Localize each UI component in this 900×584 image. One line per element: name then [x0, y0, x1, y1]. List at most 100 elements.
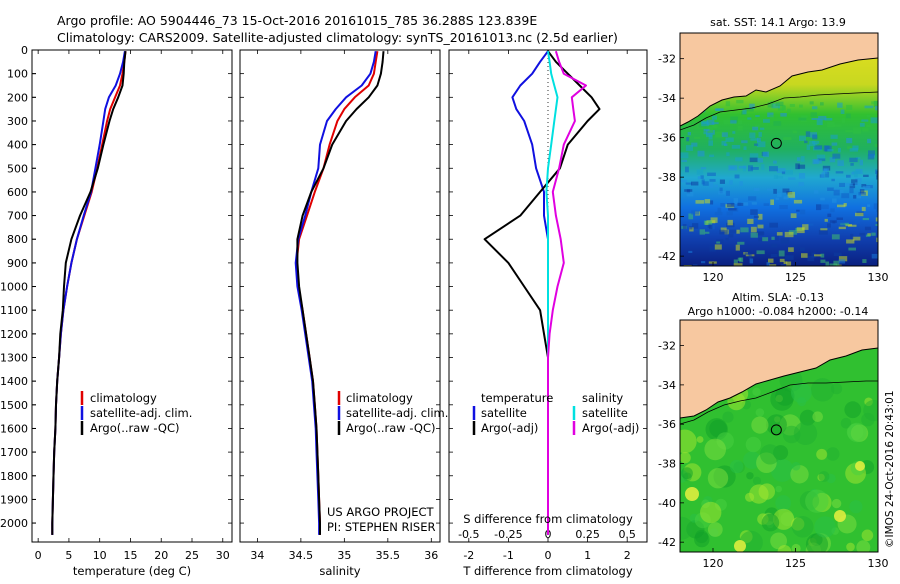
sst-texture-cell — [855, 157, 861, 160]
sst-texture-cell — [820, 102, 824, 106]
depth-tick-label: 600 — [7, 186, 28, 199]
x-tick-label: 2 — [624, 549, 631, 562]
argo-float-marker — [770, 137, 782, 149]
sst-texture-cell — [686, 191, 694, 197]
sst-texture-cell — [870, 117, 878, 124]
sst-texture-cell — [769, 222, 778, 228]
depth-tick-label: 1900 — [0, 493, 28, 506]
sst-texture-cell — [849, 157, 858, 163]
map-x-tick-label: 130 — [868, 271, 889, 284]
sst-texture-cell — [821, 204, 829, 210]
sst-texture-cell — [763, 119, 770, 123]
sst-texture-cell — [796, 227, 805, 234]
sst-texture-cell — [851, 179, 858, 185]
sst-texture-cell — [754, 143, 759, 146]
sst-texture-cell — [769, 114, 774, 119]
sst-texture-cell — [827, 121, 835, 128]
project-annotation: US ARGO PROJECT — [327, 505, 435, 519]
map-y-tick-label: -42 — [658, 250, 676, 263]
sst-texture-cell — [833, 252, 842, 256]
sst-texture-cell — [703, 220, 713, 225]
sst-texture-cell — [795, 163, 800, 170]
sst-texture-cell — [822, 168, 828, 174]
sst-texture-cell — [742, 109, 747, 115]
sst-texture-cell — [768, 258, 774, 263]
sst-texture-cell — [711, 122, 719, 125]
sst-texture-cell — [725, 237, 729, 241]
sst-texture-cell — [776, 232, 783, 236]
sla-texture-blob — [760, 444, 781, 465]
sst-texture-cell — [771, 236, 775, 240]
sst-texture-cell — [757, 157, 764, 163]
sla-texture-blob — [770, 532, 787, 550]
sst-texture-cell — [831, 142, 838, 146]
sst-texture-cell — [783, 196, 789, 200]
sla-map-title: Altim. SLA: -0.13 — [732, 291, 824, 304]
sst-texture-cell — [867, 138, 872, 144]
map-x-tick-label: 125 — [785, 557, 806, 570]
sst-texture-cell — [838, 226, 846, 230]
sla-high-blob — [855, 461, 865, 471]
sst-texture-cell — [837, 222, 845, 225]
x-tick-label: 10 — [93, 549, 107, 562]
sst-texture-cell — [735, 244, 740, 251]
x-tick-label: 35.5 — [376, 549, 401, 562]
sst-texture-cell — [739, 181, 743, 186]
legend-label-climatology: climatology — [90, 391, 157, 405]
series-line-climatology — [295, 51, 379, 535]
sla-texture-blob — [831, 383, 843, 395]
sst-texture-cell — [779, 205, 788, 210]
sst-texture-cell — [718, 191, 726, 195]
sst-texture-cell — [688, 213, 694, 220]
sst-texture-cell — [801, 119, 807, 123]
sla-texture-blob — [816, 448, 828, 460]
sst-texture-cell — [831, 234, 840, 240]
sst-texture-cell — [729, 180, 733, 185]
legend-title-temperature: temperature — [481, 391, 553, 405]
salinity-panel-frame — [239, 49, 441, 543]
sst-texture-cell — [824, 218, 828, 222]
sst-texture-cell — [797, 164, 806, 169]
sst-texture-cell — [714, 184, 718, 188]
sst-texture-cell — [736, 229, 740, 234]
sst-texture-cell — [691, 210, 700, 215]
depth-axis: 0 100 200 300 400 500 600 700 800 900 1000 1100 1200… — [0, 44, 36, 530]
sla-texture-blob — [846, 542, 855, 552]
sst-texture-cell — [703, 131, 707, 135]
sst-texture-cell — [838, 256, 848, 262]
sst-texture-cell — [778, 104, 786, 110]
sst-texture-cell — [800, 156, 805, 162]
sst-texture-cell — [792, 130, 797, 134]
sst-texture-cell — [833, 124, 842, 127]
sla-texture-blob — [856, 540, 871, 552]
sst-texture-cell — [769, 264, 777, 266]
sst-texture-cell — [821, 172, 825, 178]
sla-texture-blob — [752, 476, 762, 485]
sst-texture-cell — [850, 162, 854, 166]
sst-texture-cell — [728, 208, 737, 211]
depth-tick-label: 1700 — [0, 446, 28, 459]
salinity-legend: climatology satellite-adj. clim. Argo(..… — [337, 391, 448, 435]
sst-texture-cell — [766, 262, 770, 266]
depth-tick-label: 500 — [7, 162, 28, 175]
series-line-temperature-satellite — [511, 50, 549, 535]
sst-texture-cell — [877, 136, 878, 143]
sst-texture-cell — [682, 121, 689, 127]
map-y-tick-label: -38 — [658, 171, 676, 184]
sst-texture-cell — [874, 143, 878, 147]
sst-texture-cell — [685, 145, 693, 151]
x-tick-label: -1 — [503, 549, 514, 562]
sst-texture-cell — [788, 177, 796, 180]
sst-texture-cell — [814, 145, 823, 150]
sst-texture-cell — [861, 119, 869, 122]
sst-texture-cell — [725, 101, 731, 107]
sla-texture-blob — [849, 500, 863, 514]
sst-texture-cell — [695, 200, 705, 204]
sst-texture-cell — [753, 187, 760, 191]
x-tick-label: 0 — [545, 549, 552, 562]
temperature-plot: 0 5 10 15 20 25 30 — [32, 49, 232, 562]
sst-texture-cell — [710, 224, 715, 230]
x-tick-label: 36 — [424, 549, 438, 562]
x-tick-label: 15 — [123, 549, 137, 562]
